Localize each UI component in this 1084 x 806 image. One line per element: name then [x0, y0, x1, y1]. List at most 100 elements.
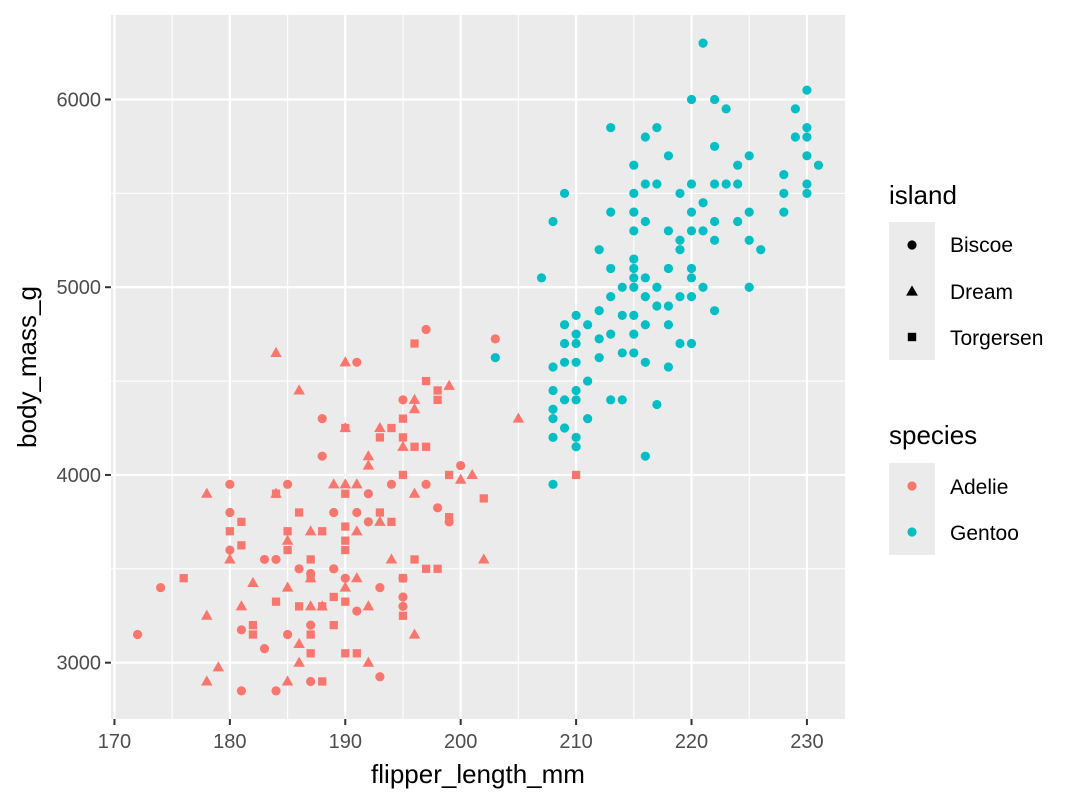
point-adelie: [341, 522, 350, 531]
point-gentoo: [675, 292, 685, 302]
point-gentoo: [559, 423, 570, 433]
point-gentoo: [640, 132, 650, 142]
point-adelie: [456, 460, 466, 471]
point-gentoo: [802, 132, 812, 142]
point-gentoo: [709, 306, 720, 316]
point-gentoo: [698, 198, 708, 208]
point-adelie: [282, 629, 293, 640]
point-gentoo: [686, 338, 697, 349]
point-adelie: [352, 649, 361, 658]
point-adelie: [352, 507, 362, 518]
point-adelie: [237, 541, 246, 550]
point-gentoo: [779, 169, 789, 180]
x-tick-label: 190: [329, 731, 362, 753]
point-gentoo: [663, 301, 674, 311]
point-adelie: [433, 564, 442, 573]
point-adelie: [294, 564, 304, 574]
legend-label-dream: Dream: [950, 281, 1013, 304]
point-gentoo: [709, 216, 720, 227]
point-adelie: [445, 470, 454, 480]
point-adelie: [281, 534, 294, 545]
point-adelie: [247, 576, 259, 587]
point-gentoo: [686, 292, 697, 302]
point-gentoo: [629, 282, 639, 292]
point-gentoo: [813, 160, 824, 170]
point-gentoo: [606, 207, 616, 217]
point-gentoo: [744, 207, 754, 217]
point-gentoo: [640, 273, 650, 283]
point-adelie: [398, 395, 408, 405]
point-adelie: [306, 630, 315, 639]
point-gentoo: [686, 273, 697, 283]
point-gentoo: [571, 329, 581, 339]
point-gentoo: [709, 141, 720, 152]
point-gentoo: [802, 85, 812, 95]
point-adelie: [318, 677, 327, 686]
point-gentoo: [617, 348, 627, 358]
point-gentoo: [675, 235, 685, 245]
point-adelie: [293, 384, 305, 395]
point-gentoo: [652, 179, 662, 189]
point-adelie: [293, 637, 305, 648]
point-adelie: [282, 479, 293, 489]
point-adelie: [433, 503, 443, 513]
point-gentoo: [571, 385, 581, 396]
x-axis-title: flipper_length_mm: [371, 759, 585, 789]
point-gentoo: [559, 357, 570, 367]
point-adelie: [362, 600, 375, 611]
point-adelie: [132, 629, 143, 640]
legend-label-biscoe: Biscoe: [950, 234, 1013, 257]
point-adelie: [421, 324, 431, 335]
y-axis-title: body_mass_g: [12, 286, 42, 448]
legend-label-adelie: Adelie: [950, 476, 1008, 499]
point-gentoo: [548, 414, 558, 424]
point-gentoo: [629, 188, 639, 198]
point-adelie: [225, 545, 235, 555]
point-adelie: [201, 609, 213, 620]
point-adelie: [362, 459, 375, 470]
point-adelie: [479, 494, 488, 503]
point-gentoo: [571, 357, 581, 367]
point-adelie: [225, 479, 235, 489]
point-adelie: [294, 508, 304, 517]
point-adelie: [339, 421, 352, 433]
point-adelie: [259, 554, 270, 565]
point-adelie: [363, 489, 373, 499]
point-gentoo: [802, 188, 812, 198]
point-adelie: [339, 356, 352, 367]
point-adelie: [283, 527, 292, 536]
point-gentoo: [629, 348, 639, 358]
point-adelie: [408, 403, 421, 414]
point-adelie: [410, 339, 419, 348]
point-adelie: [445, 513, 454, 522]
x-tick-label: 210: [559, 731, 592, 753]
legend-triangle-icon: [906, 285, 918, 296]
point-gentoo: [698, 282, 708, 292]
point-adelie: [304, 525, 317, 536]
point-gentoo: [640, 357, 650, 367]
point-adelie: [444, 517, 454, 527]
point-gentoo: [559, 338, 570, 349]
point-adelie: [421, 442, 431, 451]
point-gentoo: [790, 132, 800, 142]
point-adelie: [340, 573, 350, 583]
point-gentoo: [663, 263, 674, 274]
point-gentoo: [583, 320, 593, 330]
x-tick-label: 230: [790, 731, 823, 753]
point-adelie: [398, 573, 408, 583]
point-adelie: [281, 581, 294, 592]
point-adelie: [304, 600, 317, 611]
point-gentoo: [709, 94, 720, 105]
point-adelie: [375, 582, 385, 593]
point-adelie: [156, 582, 166, 593]
point-adelie: [341, 649, 350, 658]
point-gentoo: [779, 207, 789, 217]
point-gentoo: [548, 432, 558, 442]
point-adelie: [362, 656, 375, 667]
point-adelie: [363, 517, 373, 527]
point-gentoo: [640, 216, 650, 227]
point-adelie: [259, 644, 270, 654]
point-adelie: [225, 507, 235, 518]
point-adelie: [329, 620, 338, 630]
data-points: [132, 38, 824, 696]
